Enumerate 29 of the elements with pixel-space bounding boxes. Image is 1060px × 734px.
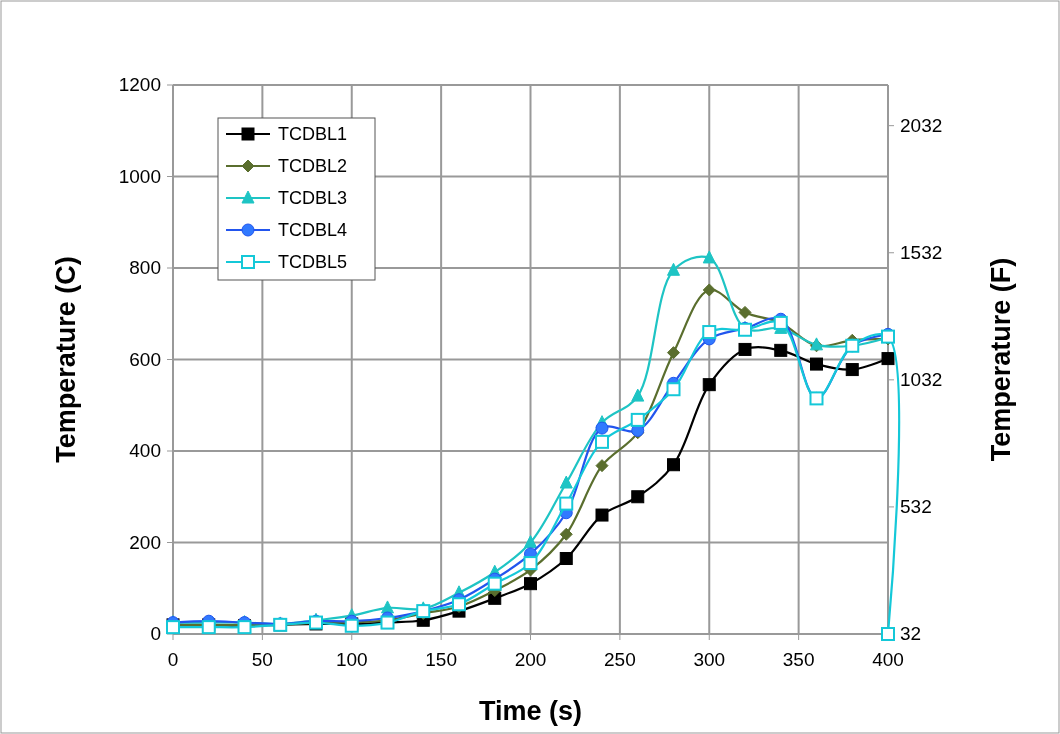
x-tick-label: 0 [167, 649, 179, 670]
y-tick-label: 1000 [118, 165, 161, 187]
x-tick-label: 200 [514, 649, 547, 670]
y-tick-label: 1200 [118, 74, 161, 95]
x-tick-label: 350 [782, 649, 815, 670]
y2-tick-label: 32 [900, 623, 922, 644]
x-tick-label: 150 [425, 649, 457, 670]
y-tick-label: 0 [150, 623, 161, 644]
y-tick-label: 800 [129, 257, 161, 278]
y2-tick-label: 2032 [900, 114, 943, 136]
y2-axis-title: Temperature (F) [986, 257, 1016, 462]
x-tick-label: 300 [693, 649, 726, 670]
x-tick-label: 250 [604, 649, 636, 670]
legend-label: TCDBL4 [278, 220, 348, 240]
x-tick-label: 400 [872, 649, 904, 670]
y-tick-label: 400 [129, 440, 161, 461]
legend-label: TCDBL1 [278, 124, 348, 144]
y2-tick-label: 1532 [900, 241, 943, 263]
y-tick-label: 200 [129, 531, 161, 553]
y2-tick-label: 1032 [900, 368, 943, 390]
y2-tick-label: 532 [900, 495, 932, 517]
legend-label: TCDBL3 [278, 188, 348, 208]
x-axis-title: Time (s) [478, 696, 583, 726]
y-axis-title: Temperature (C) [51, 256, 81, 463]
legend-label: TCDBL2 [278, 156, 348, 176]
y-tick-label: 600 [129, 348, 161, 370]
legend-label: TCDBL5 [278, 252, 348, 272]
x-tick-label: 100 [335, 649, 368, 670]
x-tick-label: 50 [251, 649, 273, 670]
